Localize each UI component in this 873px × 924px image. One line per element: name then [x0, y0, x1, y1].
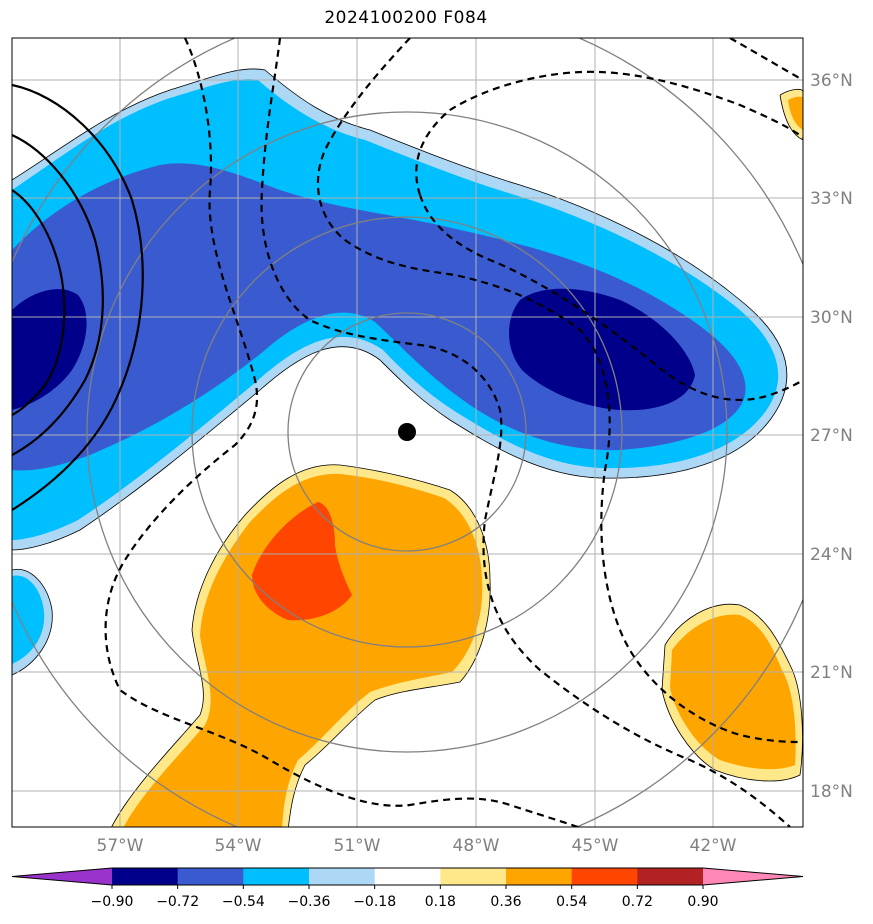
colorbar-segment: [243, 868, 310, 885]
colorbar-tick-label: −0.54: [222, 894, 265, 910]
colorbar-tick-label: 0.54: [556, 894, 587, 910]
colorbar-segment: [374, 868, 441, 885]
lat-label: 21°N: [810, 663, 853, 683]
anomaly-navy-east: [508, 288, 695, 411]
contour-outlines: [12, 68, 803, 827]
colorbar: −0.90 −0.72 −0.54 −0.36 −0.18 0.18 0.36 0.54 0.7…: [11, 867, 804, 910]
colorbar-tick-label: 0.36: [490, 894, 521, 910]
longitude-labels: 57°W 54°W 51°W 48°W 45°W 42°W: [97, 836, 737, 856]
lon-label: 51°W: [334, 836, 381, 856]
lat-label: 24°N: [810, 545, 853, 565]
colorbar-segment: [177, 868, 244, 885]
anomaly-orange: [123, 473, 483, 827]
lon-label: 54°W: [215, 836, 262, 856]
colorbar-segment: [506, 868, 573, 885]
colorbar-tick-label: 0.18: [425, 894, 456, 910]
graticule: [12, 38, 803, 827]
lat-label: 18°N: [810, 782, 853, 802]
lat-label: 33°N: [810, 189, 853, 209]
colorbar-extension-high: [703, 868, 803, 885]
map-plot-area: [12, 38, 803, 827]
solid-contours: [12, 83, 144, 511]
latitude-labels: 36°N 33°N 30°N 27°N 24°N 21°N 18°N: [810, 71, 853, 802]
plot-frame: [11, 37, 804, 828]
anomaly-navy-west: [12, 289, 87, 410]
lon-label: 42°W: [690, 836, 737, 856]
colorbar-tick-label: 0.90: [687, 894, 718, 910]
dashed-contours: [104, 38, 803, 827]
colorbar-segment: [440, 868, 507, 885]
anomaly-east-orange: [670, 614, 796, 770]
colorbar-tick-label: 0.72: [622, 894, 653, 910]
colorbar-segment: [637, 868, 704, 885]
anomaly-orange-red: [252, 502, 352, 621]
colorbar-tick-label: −0.90: [91, 894, 134, 910]
colorbar-segment: [112, 868, 179, 885]
lat-label: 36°N: [810, 71, 853, 91]
lat-label: 30°N: [810, 308, 853, 328]
map-title: 2024100200 F084: [324, 8, 488, 28]
lat-label: 27°N: [810, 426, 853, 446]
colorbar-segment: [309, 868, 376, 885]
colorbar-segment: [571, 868, 638, 885]
colorbar-extension-low: [12, 868, 112, 885]
colorbar-tick-label: −0.18: [353, 894, 396, 910]
colorbar-tick-label: −0.36: [288, 894, 331, 910]
colorbar-tick-label: −0.72: [156, 894, 199, 910]
lon-label: 48°W: [453, 836, 500, 856]
lon-label: 45°W: [572, 836, 619, 856]
lon-label: 57°W: [97, 836, 144, 856]
storm-center-marker: [398, 423, 416, 441]
range-rings: [12, 38, 803, 827]
